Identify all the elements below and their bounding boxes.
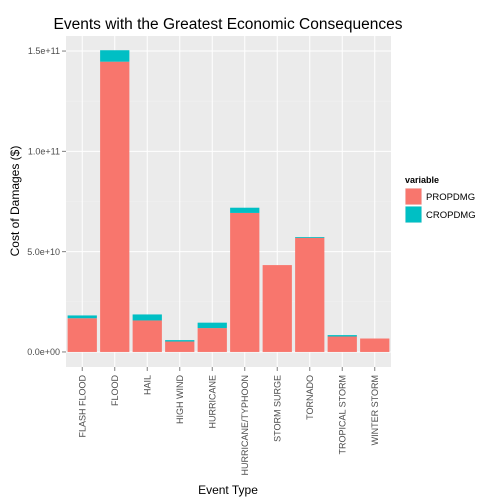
x-tick-label: STORM SURGE	[272, 375, 282, 442]
x-axis-label: Event Type	[198, 483, 258, 497]
bar-propdmg-winter-storm	[360, 338, 390, 352]
x-tick-label: HIGH WIND	[175, 375, 185, 424]
legend-swatch-cropdmg	[405, 206, 422, 223]
x-axis-ticks: FLASH FLOOD FLOOD HAIL HIGH WIND HURRICANE HU…	[77, 367, 380, 476]
y-tick-label: 0.0e+00	[27, 347, 60, 357]
bar-propdmg-tornado	[295, 237, 325, 352]
x-tick-label: HURRICANE	[207, 375, 217, 429]
bar-cropdmg-high-wind	[165, 340, 195, 342]
bar-propdmg-storm-surge	[262, 265, 292, 352]
bar-cropdmg-tornado	[295, 237, 325, 238]
x-tick-label: FLOOD	[110, 375, 120, 407]
bar-cropdmg-hail	[132, 314, 162, 321]
y-axis-ticks: 0.0e+00 5.0e+10 1.0e+11 1.5e+11	[27, 46, 66, 357]
bar-propdmg-hurricane	[197, 328, 227, 352]
bar-propdmg-flood	[100, 61, 130, 352]
bar-propdmg-hurricane-typhoon	[230, 212, 260, 352]
x-tick-label: HURRICANE/TYPHOON	[240, 375, 250, 476]
bars	[67, 50, 390, 352]
bar-cropdmg-hurricane	[197, 322, 227, 329]
y-axis-label: Cost of Damages ($)	[8, 146, 22, 257]
legend-label-propdmg: PROPDMG	[426, 192, 475, 203]
bar-cropdmg-flood	[100, 50, 130, 62]
y-tick-label: 5.0e+10	[27, 247, 60, 257]
bar-propdmg-high-wind	[165, 341, 195, 352]
x-tick-label: FLASH FLOOD	[77, 375, 87, 438]
bar-propdmg-tropical-storm	[327, 336, 357, 352]
bar-cropdmg-tropical-storm	[327, 335, 357, 337]
bar-propdmg-hail	[132, 320, 162, 352]
chart-title: Events with the Greatest Economic Conseq…	[54, 16, 403, 33]
y-tick-label: 1.0e+11	[28, 147, 60, 157]
x-tick-label: WINTER STORM	[370, 375, 380, 445]
bar-cropdmg-hurricane-typhoon	[230, 207, 260, 213]
legend-label-cropdmg: CROPDMG	[426, 210, 476, 221]
bar-propdmg-flash-flood	[67, 318, 97, 352]
legend-swatch-propdmg	[405, 188, 422, 205]
x-tick-label: HAIL	[142, 375, 152, 395]
y-tick-label: 1.5e+11	[28, 46, 60, 56]
legend: variable PROPDMG CROPDMG	[405, 175, 476, 223]
legend-title: variable	[405, 175, 439, 185]
x-tick-label: TROPICAL STORM	[337, 375, 347, 455]
x-tick-label: TORNADO	[305, 375, 315, 420]
bar-cropdmg-flash-flood	[67, 315, 97, 319]
